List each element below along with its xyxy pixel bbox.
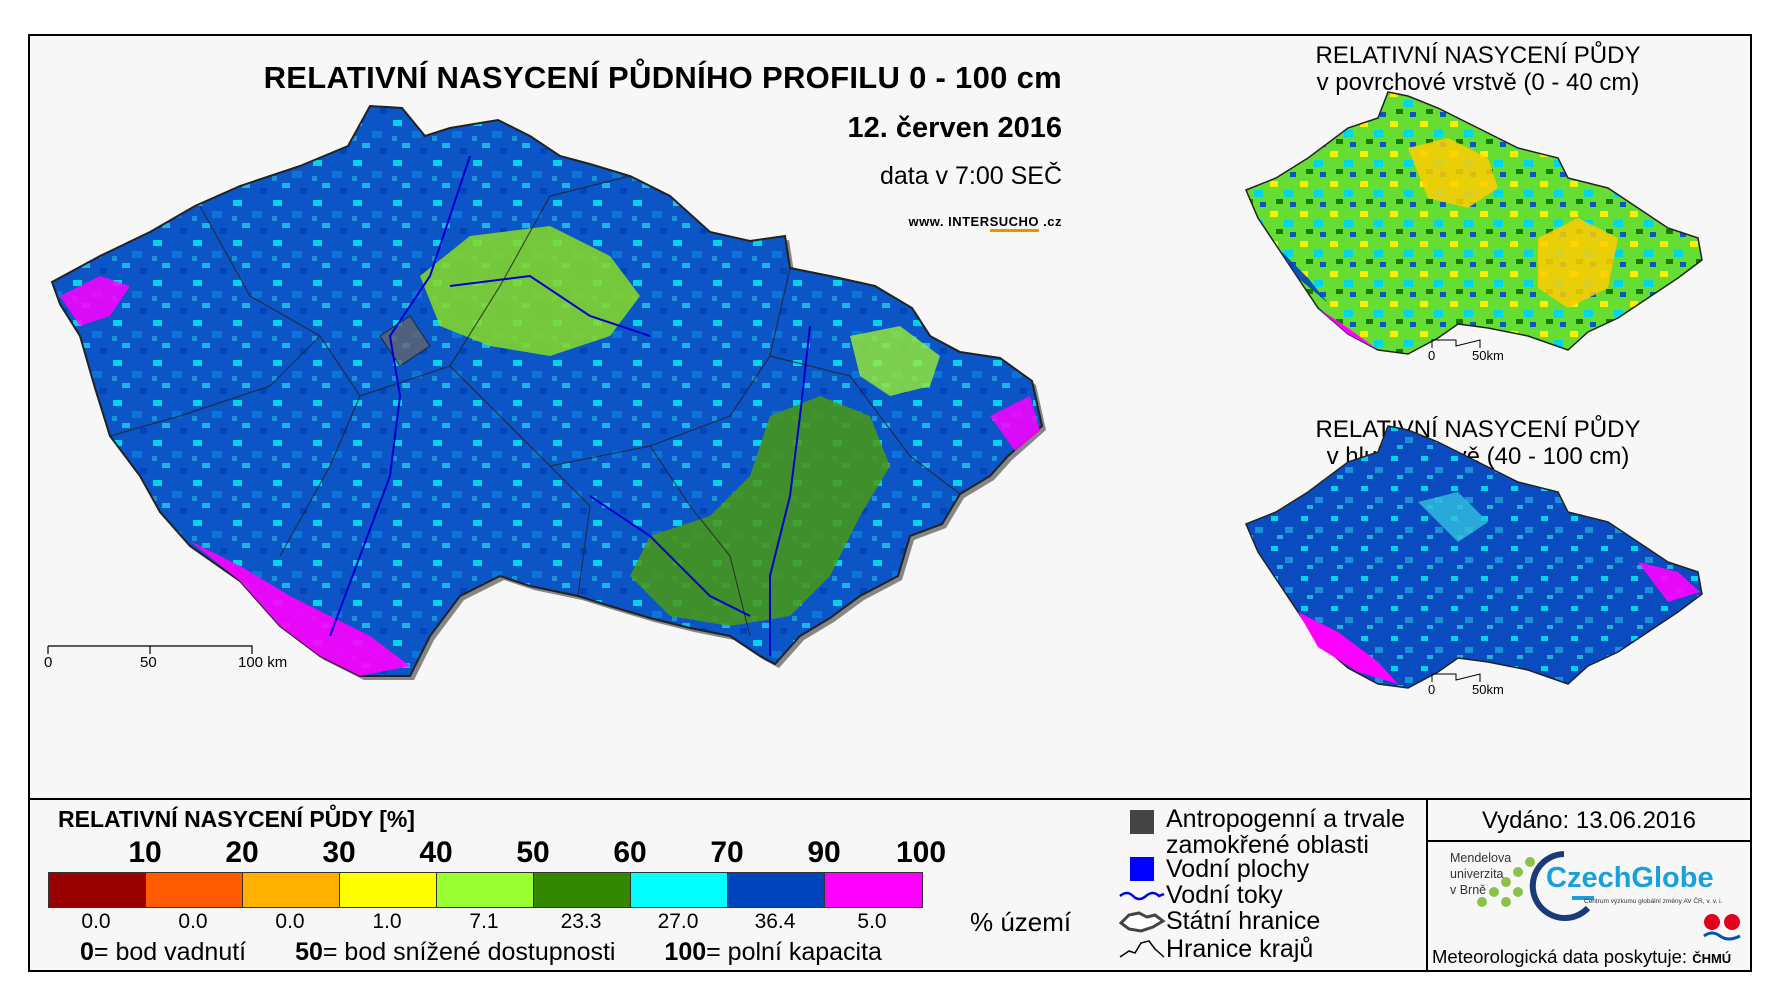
legend-tick: 70 <box>710 836 744 869</box>
symbol-rivers: Vodní toky <box>1118 882 1283 908</box>
website-highlight: SUCHO <box>989 214 1040 232</box>
surface-title-line2: v povrchové vrstvě (0 - 40 cm) <box>1316 69 1640 96</box>
website-prefix: www. INTER <box>908 214 990 229</box>
legend-swatch <box>728 873 825 907</box>
symbol-regions: Hranice krajů <box>1118 936 1313 962</box>
legend-swatch <box>243 873 340 907</box>
rivers <box>329 155 811 656</box>
anthropogenic-square-icon <box>1130 810 1154 834</box>
issued-date: Vydáno: 13.06.2016 <box>1428 800 1750 842</box>
dry-zone-central <box>420 226 640 356</box>
deep-title-line1: RELATIVNÍ NASYCENÍ PŮDY <box>1315 416 1641 443</box>
main-map <box>50 104 1046 680</box>
main-scale-hundred: 100 km <box>238 654 288 671</box>
area-share: 7.1 <box>469 910 499 933</box>
main-scale-fifty: 50 <box>140 654 157 671</box>
area-share: 1.0 <box>372 910 402 933</box>
legend-panel: RELATIVNÍ NASYCENÍ PŮDY [%] 10 20 30 40 … <box>30 798 1750 972</box>
symbol-anthropogenic: Antropogenní a trvale zamokřené oblasti <box>1118 806 1405 858</box>
map-frame: RELATIVNÍ NASYCENÍ PŮDNÍHO PROFILU 0 - 1… <box>28 34 1752 972</box>
deep-scale-fifty: 50km <box>1472 682 1504 697</box>
surface-inset-map <box>1245 91 1703 355</box>
czechglobe-logo: CzechGlobe <box>1546 862 1714 894</box>
water-bodies-label: Vodní plochy <box>1166 855 1310 883</box>
legend-title: RELATIVNÍ NASYCENÍ PŮDY [%] <box>58 806 415 832</box>
area-share-unit: % území <box>970 907 1072 937</box>
mendel-line-2: univerzita <box>1450 867 1504 881</box>
legend-color-bar <box>48 872 923 908</box>
legend-swatch <box>146 873 243 907</box>
mendel-line-1: Mendelova <box>1450 851 1512 865</box>
note-field-capacity: 100= polní kapacita <box>664 938 882 966</box>
issued-box: Vydáno: 13.06.2016 Mendelova univerzita … <box>1426 800 1750 972</box>
chmu-icon <box>1703 914 1741 941</box>
mendel-line-3: v Brně <box>1450 883 1487 897</box>
deep-scale-zero: 0 <box>1428 682 1436 697</box>
mendel-dots-icon <box>1477 857 1535 907</box>
legend-tick: 20 <box>225 836 259 869</box>
wet-zone-southwest <box>190 541 410 676</box>
note-wilting-point: 0= bod vadnutí <box>80 938 247 966</box>
website-suffix: .cz <box>1039 214 1062 229</box>
wet-zone-east <box>990 396 1040 451</box>
area-share: 23.3 <box>560 910 602 933</box>
rivers-label: Vodní toky <box>1166 881 1283 909</box>
regions-label: Hranice krajů <box>1166 935 1314 963</box>
main-scale-zero: 0 <box>44 654 53 671</box>
note-reduced-availability: 50= bod snížené dostupnosti <box>295 938 616 966</box>
anthropogenic-label-1: Antropogenní a trvale <box>1166 805 1406 833</box>
symbol-water-bodies: Vodní plochy <box>1118 856 1309 882</box>
state-border-icon <box>1118 911 1166 933</box>
deep-scale-bar <box>1431 673 1481 682</box>
anthropogenic-label-2: zamokřené oblasti <box>1166 831 1369 859</box>
state-border-label: Státní hranice <box>1166 907 1321 935</box>
legend-swatch <box>631 873 728 907</box>
surface-scale-fifty: 50km <box>1472 348 1504 363</box>
area-share: 0.0 <box>275 910 305 933</box>
legend-tick: 10 <box>128 836 162 869</box>
dry-zone-east <box>850 326 940 396</box>
legend-swatch <box>534 873 631 907</box>
legend-tick: 40 <box>419 836 453 869</box>
area-share: 0.0 <box>178 910 208 933</box>
wet-zone-northwest <box>60 276 130 326</box>
mendel-university-logo: Mendelova univerzita v Brně <box>1450 850 1511 898</box>
legend-tick: 30 <box>322 836 356 869</box>
main-time: data v 7:00 SEČ <box>879 162 1062 190</box>
dry-zone-moravia <box>630 396 890 626</box>
legend-notes: 0= bod vadnutí 50= bod snížené dostupnos… <box>80 938 924 967</box>
area-share: 36.4 <box>754 910 796 933</box>
main-date: 12. červen 2016 <box>847 112 1062 144</box>
legend-swatch <box>340 873 437 907</box>
region-border-icon <box>1119 940 1165 958</box>
legend-swatch <box>437 873 534 907</box>
water-body-square-icon <box>1130 857 1154 881</box>
czechglobe-subtitle: Centrum výzkumu globální změny AV ČR, v.… <box>1584 898 1723 905</box>
legend-tick: 50 <box>516 836 550 869</box>
website-link[interactable]: www. INTERSUCHO .cz <box>830 214 1062 232</box>
area-share: 5.0 <box>857 910 887 933</box>
surface-scale-zero: 0 <box>1428 348 1436 363</box>
main-scale-bar <box>47 645 253 654</box>
czechglobe-swoosh-icon <box>1529 851 1594 921</box>
surface-scale-bar <box>1431 339 1481 348</box>
surface-inset-title: RELATIVNÍ NASYCENÍ PŮDY v povrchové vrst… <box>1218 42 1738 96</box>
river-line-icon <box>1119 891 1165 901</box>
area-share: 27.0 <box>657 910 699 933</box>
meteo-prefix: Meteorologická data poskytuje: <box>1432 946 1693 967</box>
map-area: RELATIVNÍ NASYCENÍ PŮDNÍHO PROFILU 0 - 1… <box>30 36 1750 798</box>
main-title: RELATIVNÍ NASYCENÍ PŮDNÍHO PROFILU 0 - 1… <box>263 60 1062 95</box>
deep-inset-map <box>1245 425 1703 689</box>
legend-swatch <box>825 873 922 907</box>
legend-tick: 90 <box>807 836 841 869</box>
legend-tick: 100 <box>895 836 947 869</box>
legend-swatch <box>49 873 146 907</box>
symbol-state-border: Státní hranice <box>1118 908 1320 934</box>
chmu-logo-text: ČHMÚ <box>1692 951 1732 966</box>
meteo-data-credit: Meteorologická data poskytuje: ČHMÚ <box>1432 946 1731 968</box>
surface-title-line1: RELATIVNÍ NASYCENÍ PŮDY <box>1315 42 1641 69</box>
legend-tick: 60 <box>613 836 647 869</box>
area-share: 0.0 <box>81 910 111 933</box>
